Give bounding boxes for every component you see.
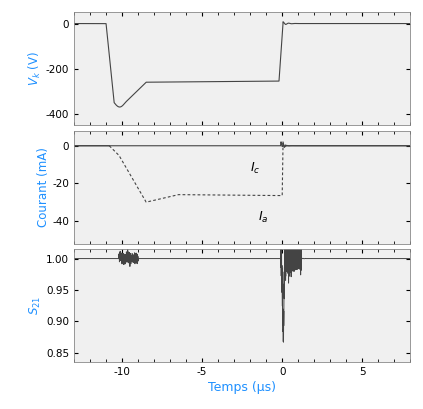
Y-axis label: $V_k$ (V): $V_k$ (V) [27, 51, 43, 86]
Text: $I_a$: $I_a$ [258, 210, 269, 225]
Text: $I_c$: $I_c$ [250, 161, 261, 176]
Y-axis label: $S_{21}$: $S_{21}$ [28, 296, 43, 315]
Y-axis label: Courant (mA): Courant (mA) [36, 147, 49, 227]
X-axis label: Temps (μs): Temps (μs) [208, 381, 276, 394]
